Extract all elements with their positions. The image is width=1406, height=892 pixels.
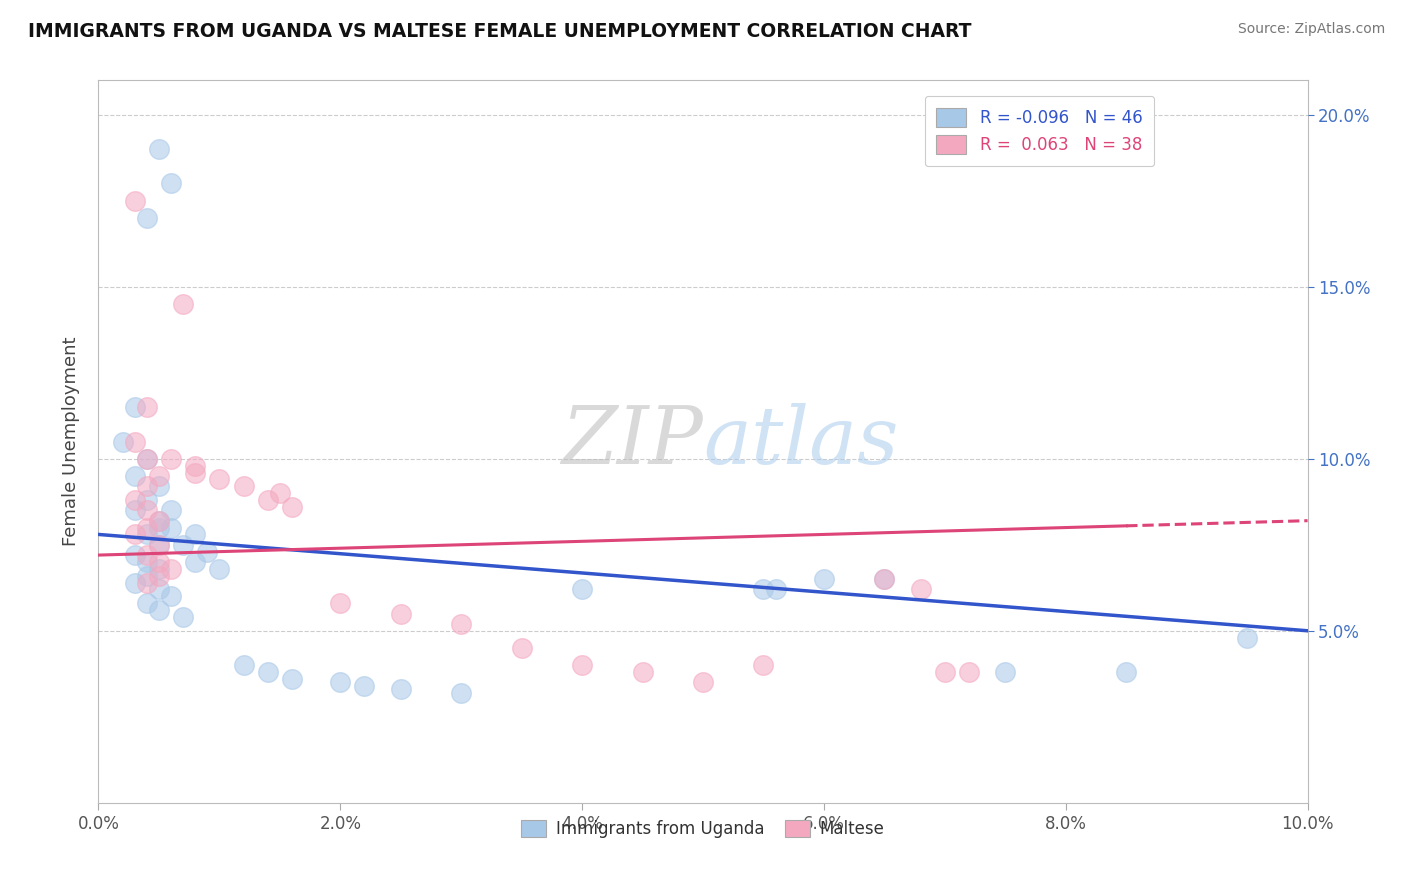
Point bbox=[135, 575, 157, 590]
Point bbox=[135, 400, 157, 414]
Point bbox=[510, 640, 533, 655]
Point bbox=[160, 520, 183, 534]
Point bbox=[389, 682, 412, 697]
Point bbox=[148, 469, 170, 483]
Point bbox=[135, 479, 157, 493]
Point bbox=[208, 472, 231, 486]
Point bbox=[269, 486, 291, 500]
Point bbox=[256, 665, 278, 679]
Point bbox=[148, 142, 170, 156]
Point bbox=[172, 610, 194, 624]
Point bbox=[124, 503, 146, 517]
Point bbox=[160, 503, 183, 517]
Text: ZIP: ZIP bbox=[561, 403, 703, 480]
Point bbox=[148, 568, 170, 582]
Point bbox=[148, 562, 170, 576]
Point bbox=[124, 575, 146, 590]
Point bbox=[124, 548, 146, 562]
Point bbox=[160, 590, 183, 604]
Point bbox=[281, 500, 304, 514]
Point bbox=[135, 493, 157, 508]
Point bbox=[148, 538, 170, 552]
Point bbox=[994, 665, 1017, 679]
Point bbox=[232, 658, 254, 673]
Point bbox=[329, 675, 352, 690]
Point bbox=[160, 562, 183, 576]
Point bbox=[124, 434, 146, 449]
Point bbox=[148, 555, 170, 569]
Point bbox=[957, 665, 980, 679]
Point bbox=[329, 596, 352, 610]
Point bbox=[765, 582, 787, 597]
Point bbox=[172, 538, 194, 552]
Point bbox=[873, 572, 896, 586]
Point bbox=[256, 493, 278, 508]
Point bbox=[135, 527, 157, 541]
Point bbox=[160, 177, 183, 191]
Text: atlas: atlas bbox=[703, 403, 898, 480]
Point bbox=[571, 582, 593, 597]
Point bbox=[692, 675, 714, 690]
Text: IMMIGRANTS FROM UGANDA VS MALTESE FEMALE UNEMPLOYMENT CORRELATION CHART: IMMIGRANTS FROM UGANDA VS MALTESE FEMALE… bbox=[28, 22, 972, 41]
Point bbox=[873, 572, 896, 586]
Point bbox=[450, 616, 472, 631]
Point bbox=[135, 596, 157, 610]
Point bbox=[160, 451, 183, 466]
Point bbox=[571, 658, 593, 673]
Point bbox=[135, 503, 157, 517]
Point bbox=[934, 665, 956, 679]
Point bbox=[124, 400, 146, 414]
Point bbox=[135, 451, 157, 466]
Point bbox=[148, 582, 170, 597]
Point bbox=[184, 555, 207, 569]
Point bbox=[1236, 631, 1258, 645]
Point bbox=[232, 479, 254, 493]
Point bbox=[124, 194, 146, 208]
Point bbox=[148, 514, 170, 528]
Point bbox=[124, 527, 146, 541]
Point bbox=[631, 665, 654, 679]
Point bbox=[184, 458, 207, 473]
Point bbox=[148, 603, 170, 617]
Point bbox=[135, 568, 157, 582]
Point bbox=[1115, 665, 1137, 679]
Point bbox=[172, 297, 194, 311]
Point bbox=[148, 520, 170, 534]
Point bbox=[184, 527, 207, 541]
Point bbox=[124, 493, 146, 508]
Point bbox=[281, 672, 304, 686]
Y-axis label: Female Unemployment: Female Unemployment bbox=[62, 337, 80, 546]
Point bbox=[450, 686, 472, 700]
Legend: Immigrants from Uganda, Maltese: Immigrants from Uganda, Maltese bbox=[515, 814, 891, 845]
Point bbox=[208, 562, 231, 576]
Point bbox=[135, 520, 157, 534]
Point bbox=[184, 466, 207, 480]
Point bbox=[752, 582, 775, 597]
Point bbox=[148, 538, 170, 552]
Point bbox=[148, 479, 170, 493]
Point bbox=[752, 658, 775, 673]
Point bbox=[813, 572, 835, 586]
Point bbox=[353, 679, 375, 693]
Point bbox=[135, 555, 157, 569]
Point bbox=[135, 211, 157, 225]
Point bbox=[910, 582, 932, 597]
Text: Source: ZipAtlas.com: Source: ZipAtlas.com bbox=[1237, 22, 1385, 37]
Point bbox=[135, 548, 157, 562]
Point bbox=[195, 544, 218, 558]
Point bbox=[124, 469, 146, 483]
Point bbox=[389, 607, 412, 621]
Point bbox=[111, 434, 134, 449]
Point bbox=[148, 514, 170, 528]
Point bbox=[135, 451, 157, 466]
